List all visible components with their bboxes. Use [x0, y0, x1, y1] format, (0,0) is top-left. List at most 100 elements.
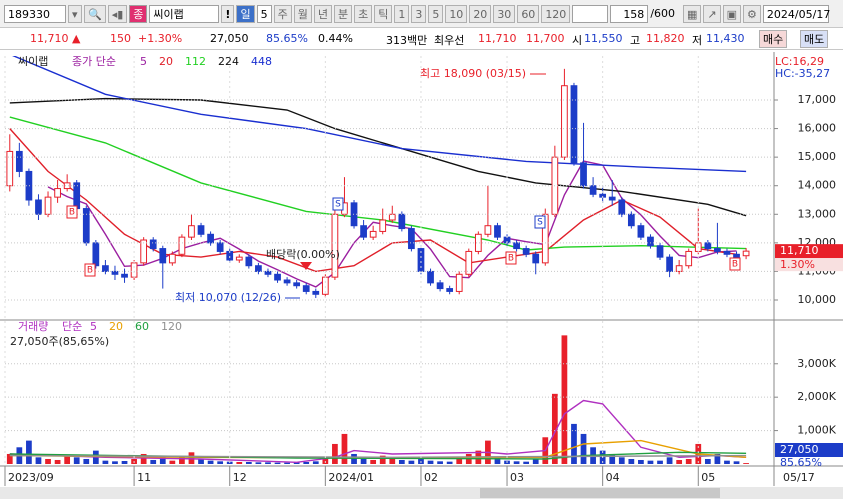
scroll-thumb[interactable] [480, 488, 720, 498]
volume-bar [112, 461, 118, 464]
volume-bar [685, 458, 692, 464]
legend-entry: 224 [218, 55, 239, 68]
last-volume-label: 27,050 [780, 443, 819, 456]
unit-button[interactable]: 초 [354, 4, 373, 23]
tool-button[interactable]: ▣ [722, 4, 742, 23]
legend-entry: 5 [90, 320, 97, 333]
candle-body [742, 250, 750, 257]
volume-bar [494, 457, 501, 464]
turnover: 0.44% [318, 32, 353, 45]
volume-bar [657, 460, 663, 464]
candle-body [82, 208, 90, 244]
unit-button[interactable]: 년 [313, 4, 332, 23]
volume-bar [360, 458, 367, 464]
x-tick-label: 2023/09 [8, 471, 54, 484]
candle-body [6, 150, 14, 187]
type-badge[interactable]: 종 [129, 4, 148, 23]
volume-bar [217, 461, 224, 464]
volume-bar [379, 455, 386, 464]
amount: 313백만 [386, 34, 428, 47]
candle-body [627, 213, 635, 227]
period-count[interactable]: 5 [256, 4, 272, 23]
number-button[interactable]: 120 [541, 4, 571, 23]
candle-body [446, 288, 454, 292]
candle-body [608, 196, 616, 201]
candle-body [140, 239, 148, 264]
candle-body [360, 225, 367, 238]
candle-body [656, 245, 664, 258]
blank-input[interactable] [572, 4, 609, 23]
buy-button[interactable]: 매수 [759, 30, 788, 48]
candle-body [207, 233, 214, 244]
legend-entry: 5 [140, 55, 147, 68]
volume-bar [341, 433, 348, 464]
volume-bar [169, 460, 176, 464]
ma-label: 단순 [62, 320, 82, 333]
low-label: 저 [692, 34, 703, 47]
tool-button[interactable]: ↗ [703, 4, 721, 23]
candle-body [532, 253, 540, 264]
x-tick-label: 02 [424, 471, 438, 484]
view-count[interactable]: 158 [610, 4, 649, 23]
volume-bar [704, 458, 711, 464]
x-tick-label: 05 [701, 471, 715, 484]
bid: 11,700 [526, 32, 565, 45]
alert-button[interactable]: ! [221, 4, 235, 23]
x-tick-label: 04 [606, 471, 620, 484]
number-button[interactable]: 5 [428, 4, 444, 23]
unit-button[interactable]: 틱 [374, 4, 393, 23]
number-button[interactable]: 60 [517, 4, 540, 23]
volume-bar [150, 459, 157, 464]
y-tick-label: 2,000K [797, 390, 836, 403]
tool-button[interactable]: ⚙ [743, 4, 761, 23]
volume-bar [312, 461, 319, 464]
number-button[interactable]: 20 [469, 4, 492, 23]
hc-label: HC:-35,27 [775, 67, 830, 80]
unit-button[interactable]: 월 [293, 4, 312, 23]
sound-button[interactable]: ◂▮ [107, 4, 128, 23]
number-button[interactable]: 30 [493, 4, 516, 23]
date-input[interactable]: 2024/05/17 [762, 4, 830, 23]
candle-body [168, 253, 176, 264]
volume-bar [6, 453, 13, 464]
volume-bar [733, 461, 740, 464]
volume-bar [551, 393, 558, 464]
unit-button[interactable]: 주 [273, 4, 292, 23]
price: 11,710 ▲ [30, 32, 81, 45]
search-button[interactable]: 🔍 [84, 4, 106, 23]
candle-body [513, 242, 520, 250]
last-rate-label: 1.30% [780, 258, 815, 271]
volume-bar [743, 463, 749, 464]
stock-name[interactable]: 씨이랩 [149, 4, 220, 23]
candle-body [618, 199, 626, 215]
sell-button[interactable]: 매도 [800, 30, 829, 48]
candle-body [302, 285, 310, 292]
candle-body [159, 248, 167, 264]
candle-body [15, 150, 23, 172]
candle-body [714, 248, 721, 252]
code-dropdown[interactable]: ▾ [68, 4, 82, 23]
candle-body [494, 225, 501, 238]
code-input[interactable]: 189330 [4, 4, 66, 23]
candle-body [484, 225, 492, 235]
dividend-marker [300, 262, 312, 270]
chart-background [0, 52, 843, 499]
signal-label: B [69, 208, 75, 218]
ma-line [12, 56, 747, 173]
x-tick-label: 03 [510, 471, 524, 484]
y-tick-label: 14,000 [798, 179, 837, 192]
number-button[interactable]: 1 [394, 4, 410, 23]
candle-body [293, 282, 301, 287]
unit-button[interactable]: 분 [333, 4, 353, 23]
number-button[interactable]: 3 [411, 4, 427, 23]
volume-bar [427, 460, 434, 464]
tool-button[interactable]: ▦ [683, 4, 702, 23]
number-button[interactable]: 10 [445, 4, 468, 23]
y-tick-label: 13,000 [798, 207, 837, 220]
period-button[interactable]: 일 [236, 4, 255, 23]
high-label: 고 [630, 34, 641, 47]
last-price-label: 11,710 [780, 244, 819, 257]
best-label: 최우선 [434, 34, 465, 47]
